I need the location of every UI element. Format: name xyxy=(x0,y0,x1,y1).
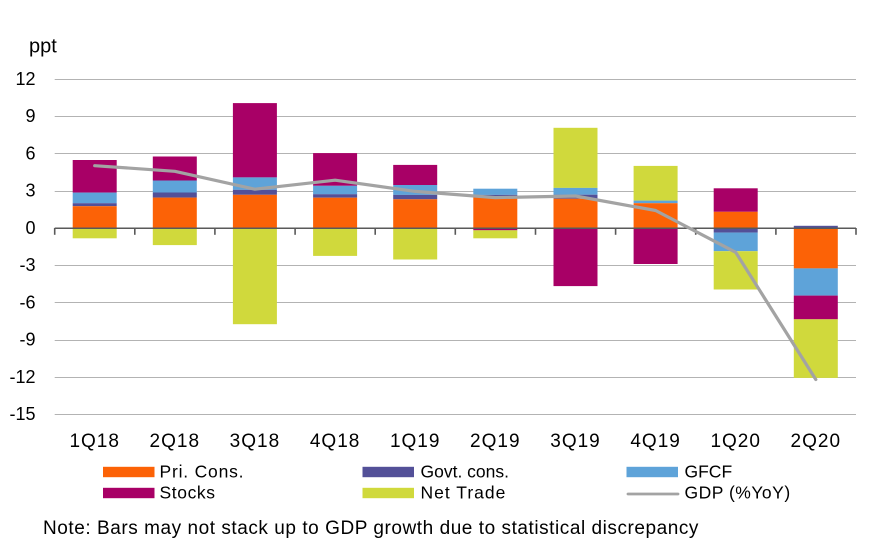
svg-text:-9: -9 xyxy=(19,330,35,350)
svg-text:3Q19: 3Q19 xyxy=(550,431,600,452)
svg-text:1Q19: 1Q19 xyxy=(390,431,440,452)
svg-text:Note: Bars may not stack up to: Note: Bars may not stack up to GDP growt… xyxy=(43,518,699,539)
svg-text:3Q18: 3Q18 xyxy=(230,431,280,452)
svg-text:2Q19: 2Q19 xyxy=(470,431,520,452)
svg-text:Pri. Cons.: Pri. Cons. xyxy=(160,461,245,481)
svg-text:GDP (%YoY): GDP (%YoY) xyxy=(685,482,791,502)
svg-text:Net Trade: Net Trade xyxy=(421,482,507,502)
svg-text:12: 12 xyxy=(15,69,35,89)
svg-text:6: 6 xyxy=(25,144,35,164)
svg-text:2Q18: 2Q18 xyxy=(150,431,200,452)
svg-text:0: 0 xyxy=(25,218,35,238)
svg-text:4Q18: 4Q18 xyxy=(310,431,360,452)
svg-text:2Q20: 2Q20 xyxy=(791,431,841,452)
svg-text:-12: -12 xyxy=(9,367,35,387)
svg-text:1Q20: 1Q20 xyxy=(710,431,760,452)
svg-text:GFCF: GFCF xyxy=(685,461,733,481)
svg-text:Govt. cons.: Govt. cons. xyxy=(421,461,510,481)
svg-text:-3: -3 xyxy=(19,255,35,275)
svg-text:-6: -6 xyxy=(19,292,35,312)
svg-text:Stocks: Stocks xyxy=(160,482,216,502)
svg-text:-15: -15 xyxy=(9,404,35,424)
svg-text:ppt: ppt xyxy=(29,36,57,58)
svg-text:3: 3 xyxy=(25,181,35,201)
svg-text:4Q19: 4Q19 xyxy=(630,431,680,452)
svg-text:1Q18: 1Q18 xyxy=(69,431,119,452)
svg-text:9: 9 xyxy=(25,106,35,126)
